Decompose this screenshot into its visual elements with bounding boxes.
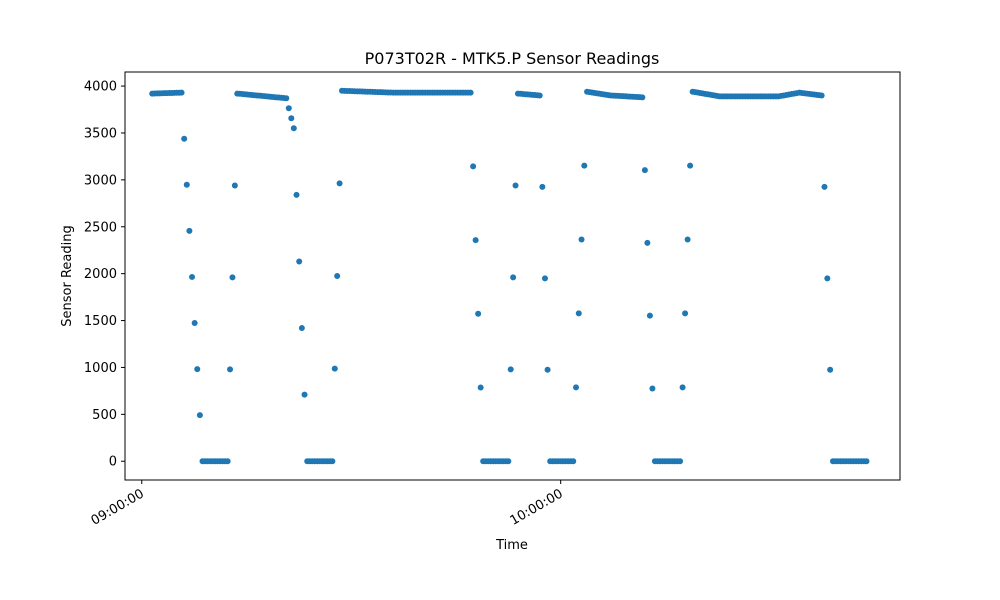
data-point <box>194 366 201 373</box>
data-point <box>677 458 684 465</box>
data-point <box>505 458 512 465</box>
data-point <box>477 384 484 391</box>
data-point <box>570 458 577 465</box>
data-point <box>283 95 290 102</box>
data-point <box>639 94 646 101</box>
data-point <box>824 275 831 282</box>
data-point <box>544 366 551 373</box>
data-point <box>818 92 825 99</box>
data-point <box>196 412 203 419</box>
data-point <box>470 163 477 170</box>
chart-title: P073T02R - MTK5.P Sensor Readings <box>365 49 660 68</box>
data-point <box>827 366 834 373</box>
data-point <box>229 274 236 281</box>
data-point <box>285 105 292 112</box>
x-axis-label: Time <box>495 538 528 553</box>
data-point <box>191 320 198 327</box>
data-point <box>331 365 338 372</box>
data-point <box>298 325 305 332</box>
data-point <box>507 366 514 373</box>
data-point <box>293 191 300 198</box>
data-point <box>336 180 343 187</box>
data-point <box>224 458 231 465</box>
y-axis-label: Sensor Reading <box>60 225 75 326</box>
y-tick-label: 3500 <box>84 126 117 141</box>
data-point <box>510 274 517 281</box>
data-point <box>581 162 588 169</box>
data-point <box>646 312 653 319</box>
data-point <box>512 182 519 189</box>
data-point <box>821 183 828 190</box>
data-point <box>467 89 474 96</box>
y-tick-label: 0 <box>109 455 117 470</box>
data-point <box>641 167 648 174</box>
data-point <box>863 458 870 465</box>
data-point <box>539 183 546 190</box>
y-tick-label: 1500 <box>84 314 117 329</box>
y-tick-label: 2500 <box>84 220 117 235</box>
y-tick-label: 3000 <box>84 173 117 188</box>
data-point <box>649 385 656 392</box>
data-point <box>296 258 303 265</box>
data-point <box>682 310 689 317</box>
y-tick-label: 1000 <box>84 361 117 376</box>
data-point <box>189 273 196 280</box>
data-point <box>329 458 336 465</box>
data-point <box>301 391 308 398</box>
data-point <box>679 384 686 391</box>
data-point <box>575 310 582 317</box>
data-point <box>684 236 691 243</box>
data-point <box>183 181 190 188</box>
data-point <box>536 92 543 99</box>
y-axis-ticks: 0 500 1000 1500 2000 2500 3000 3500 4000 <box>84 80 125 470</box>
y-tick-label: 2000 <box>84 267 117 282</box>
data-point <box>231 182 238 189</box>
data-point <box>178 89 185 96</box>
data-point <box>687 162 694 169</box>
data-point <box>475 310 482 317</box>
data-point <box>227 366 234 373</box>
data-point <box>288 115 295 122</box>
data-point <box>334 273 341 279</box>
data-point <box>472 237 479 244</box>
plot-frame <box>124 71 901 481</box>
data-point <box>644 239 651 246</box>
data-point <box>290 125 297 132</box>
data-points <box>149 87 870 465</box>
data-point <box>541 275 548 282</box>
data-point <box>186 227 193 234</box>
data-point <box>578 236 585 243</box>
data-point <box>181 135 188 142</box>
y-tick-label: 4000 <box>84 80 117 95</box>
y-tick-label: 500 <box>92 408 117 423</box>
data-point <box>573 384 580 391</box>
